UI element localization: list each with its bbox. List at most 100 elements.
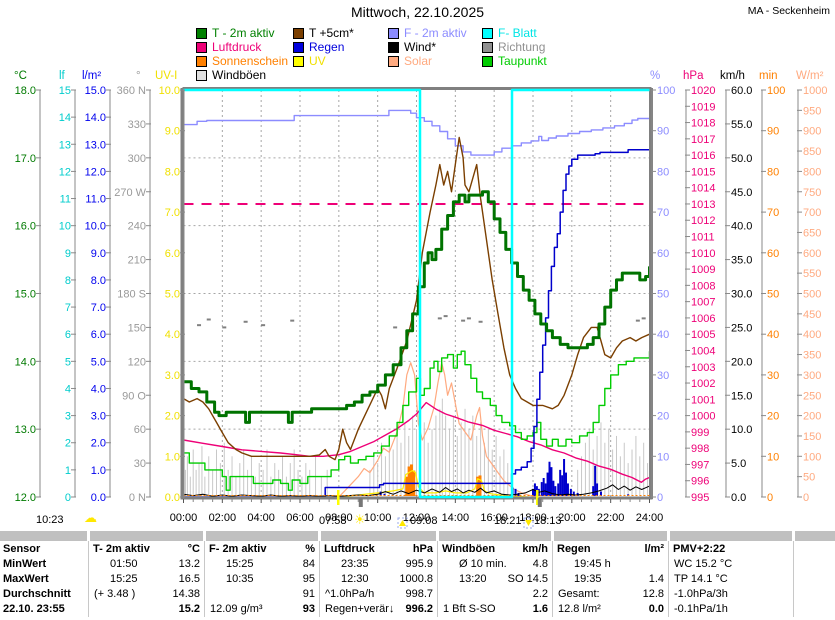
svg-text:1001: 1001 — [691, 394, 715, 406]
series-solar — [338, 362, 538, 498]
svg-text:9: 9 — [65, 248, 71, 260]
series-t2m — [183, 190, 651, 424]
svg-text:14:00: 14:00 — [442, 512, 470, 524]
svg-text:6: 6 — [65, 329, 71, 341]
svg-text:8: 8 — [65, 275, 71, 287]
svg-text:30: 30 — [767, 370, 779, 382]
svg-text:°: ° — [136, 70, 141, 82]
svg-text:0: 0 — [657, 492, 663, 504]
table-cell-time: 15:25 — [226, 558, 254, 570]
svg-text:1005: 1005 — [691, 329, 715, 341]
svg-text:9.0: 9.0 — [91, 248, 106, 260]
svg-text:1011: 1011 — [691, 232, 715, 244]
svg-text:998: 998 — [691, 443, 709, 455]
svg-text:1014: 1014 — [691, 183, 715, 195]
table-cell-value: 1000.8 — [399, 573, 433, 585]
table-cell-value: 996.2 — [405, 603, 433, 615]
moonrise-time: 10:23 — [36, 514, 64, 526]
table-top-band — [321, 531, 436, 541]
svg-text:10:00: 10:00 — [364, 512, 392, 524]
svg-text:150: 150 — [803, 431, 821, 443]
svg-text:100: 100 — [803, 451, 821, 463]
svg-text:1007: 1007 — [691, 297, 715, 309]
svg-text:15.0: 15.0 — [15, 289, 36, 301]
table-row-label: Sensor — [3, 543, 41, 555]
stats-table: Sensor MinWert MaxWert Durchschnitt 22.10. 2… — [0, 531, 835, 620]
table-col-header: Luftdruck — [324, 543, 375, 555]
table-cell-time: 1 Bft S-SO — [443, 603, 496, 615]
table-top-band — [795, 531, 835, 541]
table-top-band — [206, 531, 318, 541]
svg-text:08:00: 08:00 — [325, 512, 353, 524]
station-name: MA - Seckenheim — [747, 5, 830, 17]
svg-text:1009: 1009 — [691, 264, 715, 276]
svg-text:06:00: 06:00 — [286, 512, 314, 524]
legend-swatch — [196, 42, 207, 53]
table-cell-time: ^1.0hPa/h — [325, 588, 375, 600]
svg-text:90: 90 — [767, 126, 779, 138]
svg-text:1000: 1000 — [691, 411, 715, 423]
table-cell-value: 2.2 — [532, 588, 548, 600]
table-col-header: Windböen — [442, 543, 496, 555]
table-col-header: F- 2m aktiv — [209, 543, 267, 555]
svg-text:14.0: 14.0 — [15, 356, 36, 368]
svg-text:1010: 1010 — [691, 248, 715, 260]
legend-swatch — [196, 28, 207, 39]
table-top-band — [90, 531, 203, 541]
table-cell-time: 10:35 — [226, 573, 254, 585]
svg-text:10.0: 10.0 — [731, 424, 752, 436]
svg-text:40: 40 — [657, 329, 669, 341]
svg-text:10: 10 — [657, 451, 669, 463]
sun-above-fog-icon — [397, 516, 408, 534]
table-cell-value: 4.8 — [532, 558, 548, 570]
svg-text:350: 350 — [803, 350, 821, 362]
svg-text:70: 70 — [657, 207, 669, 219]
legend-swatch — [293, 28, 304, 39]
series-regen_bars — [379, 459, 630, 496]
table-cell-time: Regen+verär↓ — [325, 603, 395, 615]
sunrise2-time: 09:08 — [410, 515, 438, 527]
table-top-band — [439, 531, 551, 541]
svg-text:1012: 1012 — [691, 215, 715, 227]
svg-text:60: 60 — [767, 248, 779, 260]
svg-text:lf: lf — [59, 70, 66, 82]
table-cell-time: 19:35 — [574, 573, 602, 585]
table-cell-time: 01:50 — [110, 558, 138, 570]
svg-text:550: 550 — [803, 268, 821, 280]
legend-item-label: Sonnenschein — [212, 54, 289, 68]
svg-text:650: 650 — [803, 227, 821, 239]
legend-item-label: Windböen — [212, 68, 267, 82]
legend-swatch — [388, 56, 399, 67]
legend-item-label: Taupunkt — [498, 54, 547, 68]
svg-text:400: 400 — [803, 329, 821, 341]
legend-item-label: UV — [309, 54, 326, 68]
svg-text:16.0: 16.0 — [15, 221, 36, 233]
svg-text:100: 100 — [657, 85, 675, 97]
series-luftdruck — [183, 401, 650, 483]
table-row-label: Durchschnitt — [3, 588, 71, 600]
legend-swatch — [482, 42, 493, 53]
x-axis: 00:00 02:00 04:00 06:00 08:00 10:00 12:00 14:00… — [170, 499, 663, 524]
svg-text:°C: °C — [14, 70, 27, 82]
table-cell-value: 12.8 — [642, 588, 664, 600]
svg-text:12:00: 12:00 — [403, 512, 431, 524]
svg-text:50.0: 50.0 — [731, 153, 752, 165]
series-richtung — [197, 315, 646, 329]
svg-text:750: 750 — [803, 187, 821, 199]
svg-text:11.0: 11.0 — [85, 194, 106, 206]
svg-text:10.0: 10.0 — [85, 221, 106, 233]
table-cell-value: 15.2 — [178, 603, 200, 615]
legend-item-label: Richtung — [498, 40, 546, 54]
table-column-divider — [88, 541, 89, 617]
svg-text:11: 11 — [60, 194, 71, 206]
svg-text:30: 30 — [657, 370, 669, 382]
table-cell-time: TP 14.1 °C — [674, 573, 728, 585]
table-col-unit: °C — [187, 543, 200, 555]
svg-text:997: 997 — [691, 459, 709, 471]
svg-text:80: 80 — [657, 166, 669, 178]
svg-text:40: 40 — [767, 329, 779, 341]
legend-item-label: Wind* — [404, 40, 437, 54]
table-cell-time: WC 15.2 °C — [674, 558, 733, 570]
legend-swatch — [482, 28, 493, 39]
svg-text:5.0: 5.0 — [165, 289, 180, 301]
